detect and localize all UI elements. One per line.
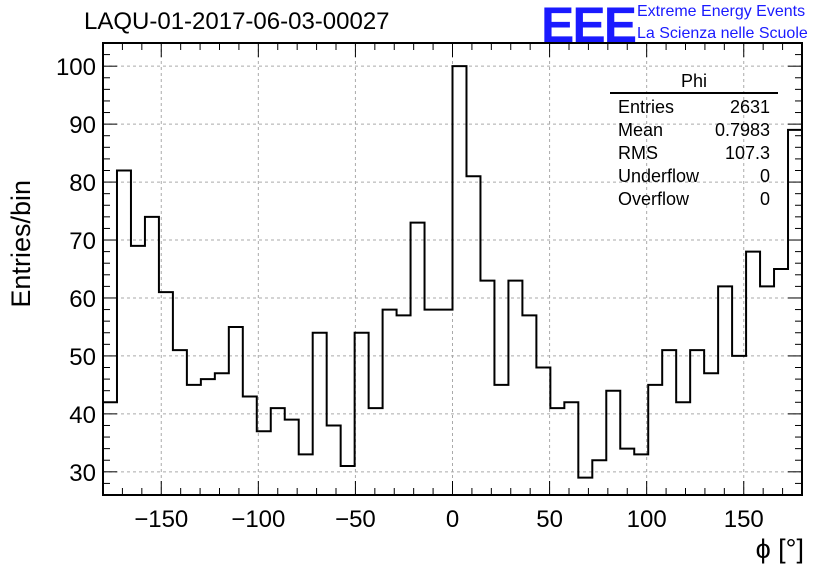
stats-value: 0 bbox=[759, 189, 770, 209]
histogram-bin bbox=[606, 391, 620, 495]
histogram-bin bbox=[522, 315, 536, 495]
histogram-bin bbox=[550, 408, 564, 495]
histogram-bin bbox=[243, 396, 257, 495]
stats-value: 2631 bbox=[729, 97, 770, 117]
stats-label: Underflow bbox=[618, 166, 700, 186]
stats-value: 0 bbox=[759, 166, 770, 186]
x-tick-label: −100 bbox=[231, 506, 285, 533]
y-tick-label: 80 bbox=[69, 170, 96, 197]
histogram-bin bbox=[662, 350, 676, 495]
histogram-bin bbox=[746, 252, 760, 495]
chart-title: LAQU-01-2017-06-03-00027 bbox=[84, 8, 390, 35]
histogram-bin bbox=[285, 420, 299, 495]
histogram-bin bbox=[201, 379, 215, 495]
histogram-bin bbox=[397, 315, 411, 495]
histogram-bin bbox=[299, 454, 313, 495]
histogram-bin bbox=[425, 310, 439, 495]
histogram-bin bbox=[774, 269, 788, 495]
y-tick-label: 100 bbox=[56, 54, 96, 81]
histogram-bin bbox=[788, 130, 802, 495]
histogram-bin bbox=[341, 466, 355, 495]
histogram-bin bbox=[369, 408, 383, 495]
stats-box: Phi Entries 2631 Mean 0.7983 RMS 107.3 U… bbox=[610, 70, 778, 211]
histogram-bin bbox=[466, 176, 480, 495]
y-tick-label: 60 bbox=[69, 286, 96, 313]
y-tick-label: 70 bbox=[69, 228, 96, 255]
histogram-bin bbox=[257, 431, 271, 495]
histogram-bin bbox=[439, 310, 453, 495]
histogram-bin bbox=[480, 281, 494, 495]
y-axis: 30 40 50 60 70 80 90 100 bbox=[56, 42, 802, 496]
x-tick-label: 0 bbox=[446, 506, 459, 533]
histogram-bin bbox=[508, 281, 522, 495]
histogram-bin bbox=[173, 350, 187, 495]
histogram-bin bbox=[187, 385, 201, 495]
x-tick-label: −50 bbox=[335, 506, 376, 533]
histogram-bin bbox=[704, 373, 718, 495]
y-tick-label: 40 bbox=[69, 402, 96, 429]
stats-row-entries: Entries 2631 bbox=[610, 96, 778, 119]
stats-label: RMS bbox=[618, 143, 658, 163]
stats-label: Entries bbox=[618, 97, 675, 117]
logo-line-2: La Scienza nelle Scuole bbox=[637, 25, 808, 42]
histogram-series bbox=[102, 65, 803, 495]
eee-logo: EEE bbox=[541, 0, 637, 53]
histogram-bin bbox=[313, 333, 327, 495]
histogram-bin bbox=[215, 373, 229, 495]
histogram-bin bbox=[536, 368, 550, 495]
histogram-bin bbox=[271, 408, 285, 495]
histogram-bin bbox=[718, 286, 732, 495]
histogram-bin bbox=[327, 425, 341, 495]
histogram-bin bbox=[453, 66, 467, 495]
x-tick-label: 50 bbox=[536, 506, 563, 533]
histogram-bin bbox=[411, 223, 425, 495]
histogram-bin bbox=[355, 333, 369, 495]
histogram-bin bbox=[494, 385, 508, 495]
histogram-line bbox=[102, 65, 803, 495]
y-tick-label: 50 bbox=[69, 344, 96, 371]
stats-title: Phi bbox=[610, 70, 778, 94]
histogram-bin bbox=[732, 356, 746, 495]
x-axis-label: ϕ [°] bbox=[755, 534, 804, 564]
histogram-bin bbox=[634, 454, 648, 495]
stats-row-rms: RMS 107.3 bbox=[610, 142, 778, 165]
histogram-bin bbox=[592, 460, 606, 495]
histogram-bin bbox=[676, 402, 690, 495]
y-tick-label: 90 bbox=[69, 112, 96, 139]
y-axis-label: Entries/bin bbox=[6, 180, 36, 308]
x-tick-label: −150 bbox=[134, 506, 188, 533]
histogram-bin bbox=[564, 402, 578, 495]
histogram-bin bbox=[131, 246, 145, 495]
y-tick-label: 30 bbox=[69, 460, 96, 487]
x-tick-label: 100 bbox=[627, 506, 667, 533]
stats-row-overflow: Overflow 0 bbox=[610, 188, 778, 211]
stats-row-mean: Mean 0.7983 bbox=[610, 119, 778, 142]
histogram-bin bbox=[690, 350, 704, 495]
histogram-bin bbox=[383, 310, 397, 495]
histogram-bin bbox=[145, 217, 159, 495]
histogram-bin bbox=[648, 385, 662, 495]
x-axis: −150 −100 −50 0 50 100 150 bbox=[102, 43, 803, 533]
stats-row-underflow: Underflow 0 bbox=[610, 165, 778, 188]
stats-value: 0.7983 bbox=[714, 120, 770, 140]
histogram-bin bbox=[760, 286, 774, 495]
histogram-bin bbox=[578, 478, 592, 495]
stats-value: 107.3 bbox=[724, 143, 770, 163]
histogram-bin bbox=[229, 327, 243, 495]
histogram-bin bbox=[159, 292, 173, 495]
stats-label: Mean bbox=[618, 120, 664, 140]
stats-label: Overflow bbox=[618, 189, 690, 209]
logo-line-1: Extreme Energy Events bbox=[637, 3, 806, 20]
x-tick-label: 150 bbox=[724, 506, 764, 533]
histogram-bin bbox=[117, 170, 131, 495]
